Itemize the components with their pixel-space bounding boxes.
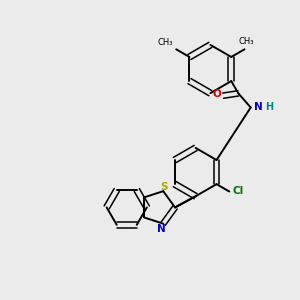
Text: S: S	[160, 182, 168, 192]
Text: H: H	[265, 102, 273, 112]
Text: Cl: Cl	[233, 186, 244, 196]
Text: O: O	[212, 89, 221, 99]
Text: N: N	[158, 224, 166, 234]
Text: CH₃: CH₃	[158, 38, 173, 47]
Text: CH₃: CH₃	[238, 38, 254, 46]
Text: N: N	[254, 102, 262, 112]
